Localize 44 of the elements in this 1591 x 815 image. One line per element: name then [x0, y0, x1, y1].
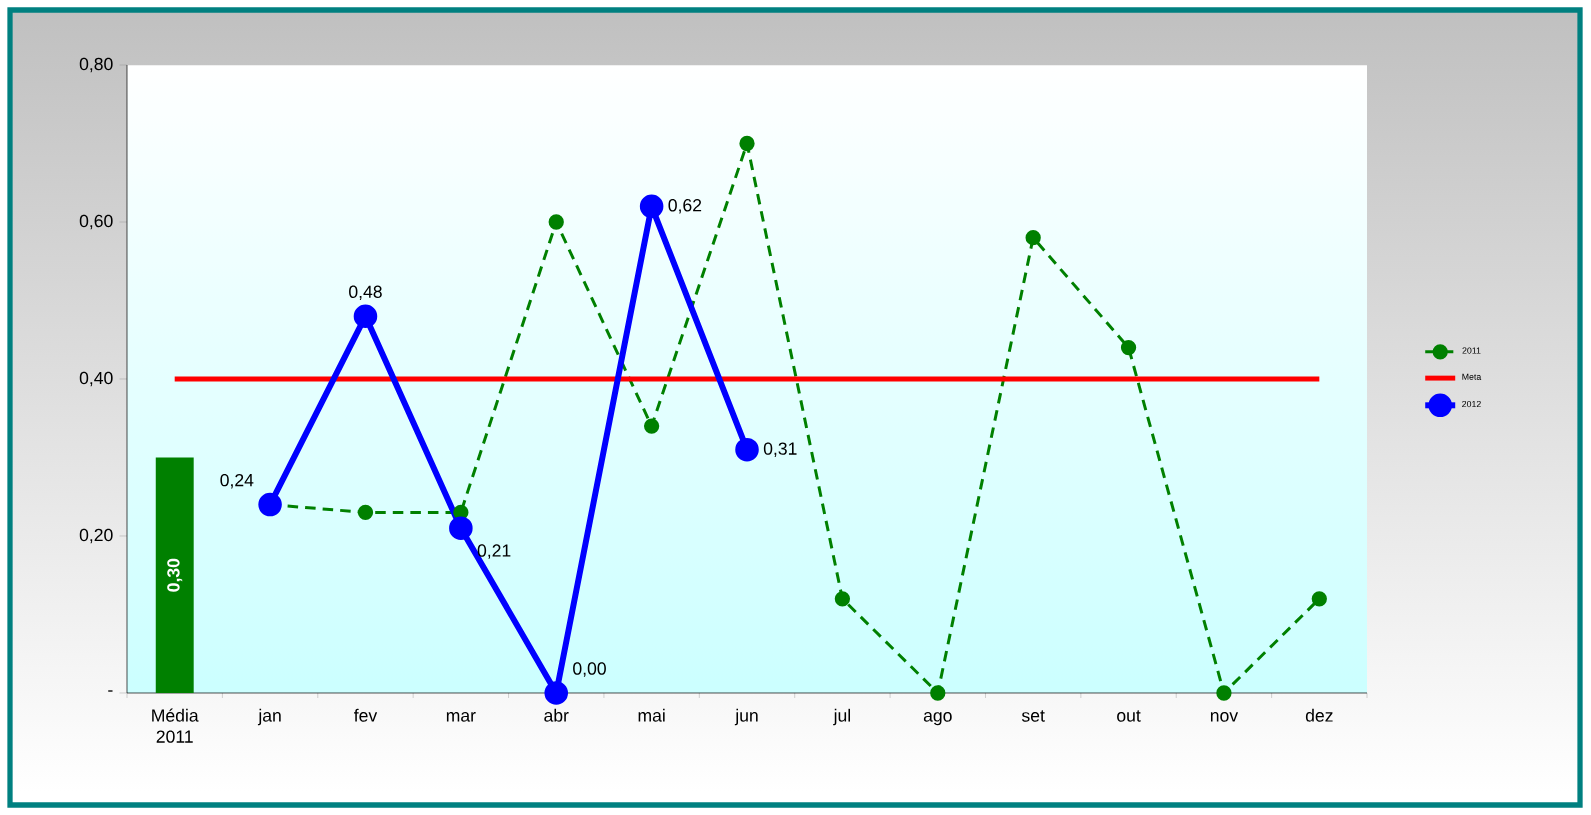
y-tick-label: 0,80	[79, 57, 113, 73]
x-tick-label: ago	[923, 712, 952, 726]
data-label: 0,62	[668, 199, 702, 214]
data-label: 0,24	[220, 473, 254, 489]
y-tick-label: -	[108, 690, 113, 692]
legend-label: Meta	[1462, 373, 1482, 380]
point	[353, 304, 378, 328]
y-tick-label: 0,60	[79, 214, 113, 230]
x-tick-label: out	[1117, 710, 1141, 722]
data-label: 0,48	[349, 285, 382, 301]
point	[639, 194, 664, 219]
data-label: 0,21	[477, 544, 511, 559]
point	[357, 504, 374, 521]
y-tick-label: 0,20	[79, 528, 113, 544]
point	[1025, 230, 1041, 246]
x-tick-label: abr	[544, 708, 569, 722]
legend-label: 2011	[1462, 347, 1481, 354]
data-label: 0,30	[167, 558, 183, 592]
point	[1311, 591, 1327, 607]
data-label: 0,31	[763, 442, 797, 457]
point	[1120, 339, 1137, 356]
point	[834, 591, 851, 607]
x-tick-label: jan	[257, 708, 281, 726]
legend-label: 2012	[1462, 400, 1481, 408]
x-tick-label: jul	[833, 708, 851, 726]
x-tick-label: dez	[1305, 708, 1333, 722]
point	[544, 681, 569, 705]
point	[258, 492, 282, 517]
data-label: 0,00	[573, 662, 606, 677]
x-tick-label: mar	[446, 712, 476, 722]
y-tick-label: 0,40	[79, 371, 113, 387]
x-tick-label: nov	[1210, 712, 1239, 722]
x-tick-label: mai	[638, 708, 665, 722]
x-tick-label: Média 2011	[152, 708, 199, 743]
point	[1216, 685, 1232, 701]
x-tick-label: jun	[734, 708, 758, 726]
x-tick-label: fev	[354, 708, 378, 722]
point	[643, 418, 660, 434]
point	[930, 685, 946, 701]
point	[548, 214, 564, 230]
point	[449, 516, 473, 540]
x-tick-label: set	[1021, 710, 1045, 722]
point	[735, 437, 759, 462]
point	[739, 135, 755, 152]
